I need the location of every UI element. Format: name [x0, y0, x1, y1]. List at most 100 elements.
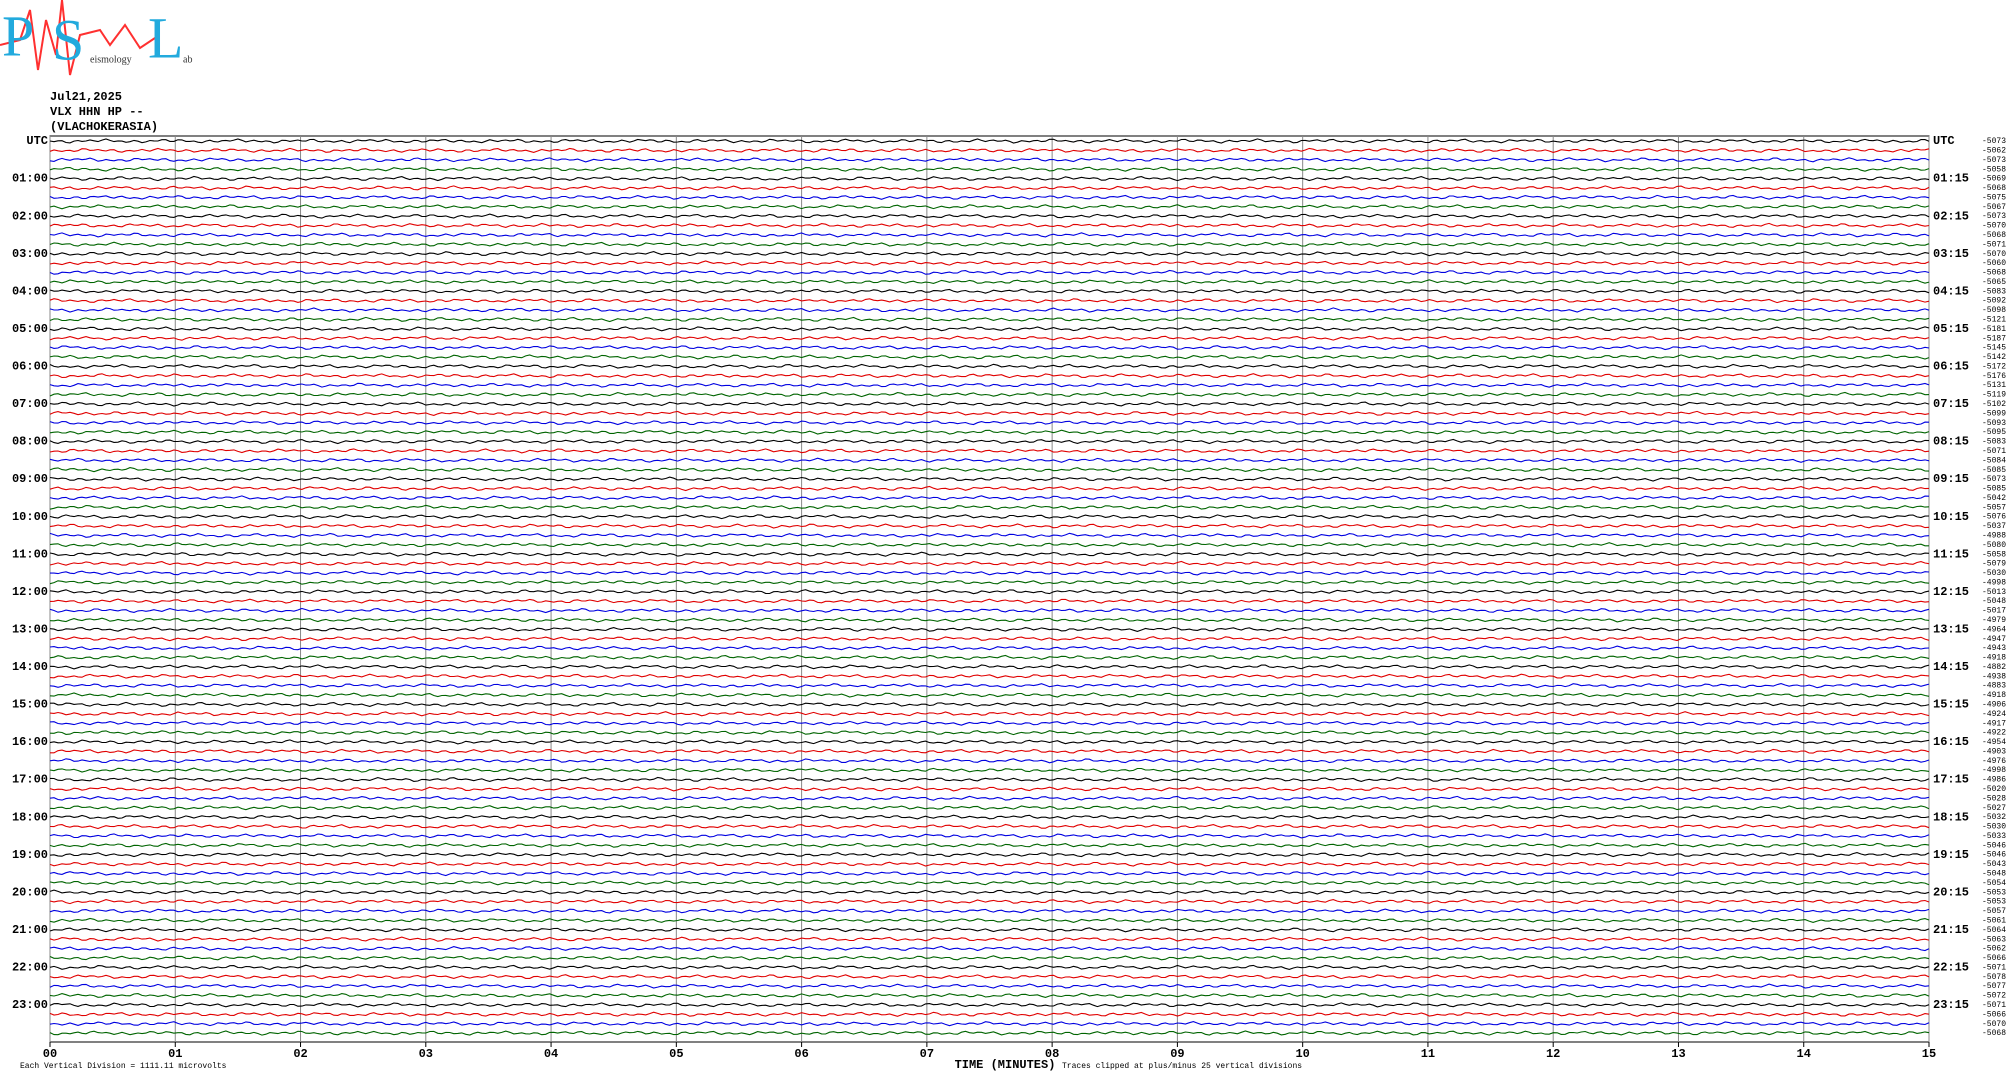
offset-label: -5071	[1982, 447, 2006, 456]
offset-label: -4947	[1982, 635, 2006, 644]
trace	[49, 983, 1930, 989]
x-tick-label: 03	[419, 1047, 433, 1061]
trace	[49, 391, 1930, 398]
offset-label: -5078	[1982, 973, 2006, 982]
right-time-label: 11:15	[1933, 547, 1969, 561]
trace	[49, 467, 1930, 473]
offset-label: -5028	[1982, 794, 2006, 803]
trace	[49, 194, 1930, 200]
trace	[49, 654, 1930, 661]
trace	[49, 382, 1930, 388]
x-tick-label: 09	[1170, 1047, 1184, 1061]
offset-label: -4918	[1982, 654, 2006, 663]
trace	[49, 532, 1930, 538]
offset-label: -5057	[1982, 907, 2006, 916]
trace	[49, 269, 1930, 276]
right-time-label: 03:15	[1933, 247, 1969, 261]
offset-label: -5068	[1982, 184, 2006, 193]
left-time-label: 08:00	[12, 435, 48, 449]
offset-label: -5064	[1982, 926, 2006, 935]
offset-label: -4924	[1982, 710, 2006, 719]
offset-label: -5066	[1982, 954, 2006, 963]
right-time-label: 16:15	[1933, 735, 1969, 749]
trace	[49, 664, 1930, 670]
right-time-label: 10:15	[1933, 510, 1969, 524]
offset-label: -5013	[1982, 588, 2006, 597]
right-time-label: 05:15	[1933, 322, 1969, 336]
left-time-label: 15:00	[12, 698, 48, 712]
x-tick-label: 11	[1421, 1047, 1435, 1061]
station: VLX HHN HP --	[50, 105, 144, 119]
trace	[49, 870, 1930, 877]
x-tick-label: 01	[168, 1047, 182, 1061]
logo-suffix: ab	[183, 54, 192, 65]
offset-label: -5076	[1982, 513, 2006, 522]
trace	[49, 833, 1930, 839]
right-time-label: UTC	[1933, 134, 1955, 148]
offset-label: -5083	[1982, 438, 2006, 447]
offset-label: -4883	[1982, 682, 2006, 691]
x-tick-label: 06	[794, 1047, 808, 1061]
trace	[49, 730, 1930, 736]
trace	[49, 1002, 1930, 1008]
trace	[49, 326, 1930, 332]
right-time-label: 18:15	[1933, 810, 1969, 824]
trace	[49, 598, 1930, 604]
offset-label: -5046	[1982, 841, 2006, 850]
left-time-label: 22:00	[12, 960, 48, 974]
offset-label: -5070	[1982, 222, 2006, 231]
offset-label: -5070	[1982, 250, 2006, 259]
offset-label: -5079	[1982, 560, 2006, 569]
trace	[49, 335, 1930, 341]
offset-label: -5070	[1982, 1020, 2006, 1029]
offset-label: -5187	[1982, 334, 2006, 343]
offset-label: -5033	[1982, 832, 2006, 841]
trace	[49, 889, 1930, 895]
trace	[49, 363, 1930, 369]
offset-label: -5032	[1982, 813, 2006, 822]
trace	[49, 908, 1930, 914]
offset-label: -5181	[1982, 325, 2006, 334]
right-time-label: 12:15	[1933, 585, 1969, 599]
offset-label: -5068	[1982, 231, 2006, 240]
offset-label: -5054	[1982, 879, 2006, 888]
trace	[49, 288, 1930, 294]
offset-label: -4964	[1982, 625, 2006, 634]
trace	[49, 673, 1930, 679]
trace	[49, 504, 1930, 510]
right-time-label: 23:15	[1933, 998, 1969, 1012]
trace	[49, 373, 1930, 379]
left-time-label: 14:00	[12, 660, 48, 674]
offset-label: -5069	[1982, 175, 2006, 184]
offset-label: -5098	[1982, 306, 2006, 315]
trace	[49, 589, 1930, 595]
left-time-label: 18:00	[12, 810, 48, 824]
offset-label: -5085	[1982, 485, 2006, 494]
trace	[49, 945, 1930, 952]
offset-label: -4906	[1982, 701, 2006, 710]
offset-label: -5121	[1982, 316, 2006, 325]
trace	[49, 776, 1930, 783]
trace	[49, 175, 1930, 182]
trace	[49, 579, 1930, 585]
offset-label: -5062	[1982, 146, 2006, 155]
right-time-label: 21:15	[1933, 923, 1969, 937]
trace	[49, 560, 1930, 567]
trace	[49, 786, 1930, 792]
offset-label: -5073	[1982, 137, 2006, 146]
x-tick-label: 13	[1671, 1047, 1685, 1061]
trace	[49, 617, 1930, 623]
offset-label: -4943	[1982, 644, 2006, 653]
trace	[49, 241, 1930, 247]
offset-label: -5068	[1982, 1029, 2006, 1038]
left-time-label: UTC	[26, 134, 48, 148]
offset-label: -4979	[1982, 616, 2006, 625]
trace	[49, 495, 1930, 501]
left-time-label: 09:00	[12, 472, 48, 486]
x-tick-label: 15	[1922, 1047, 1936, 1061]
offset-label: -4954	[1982, 738, 2006, 747]
trace	[49, 438, 1930, 445]
trace	[49, 758, 1930, 764]
offset-label: -5048	[1982, 870, 2006, 879]
